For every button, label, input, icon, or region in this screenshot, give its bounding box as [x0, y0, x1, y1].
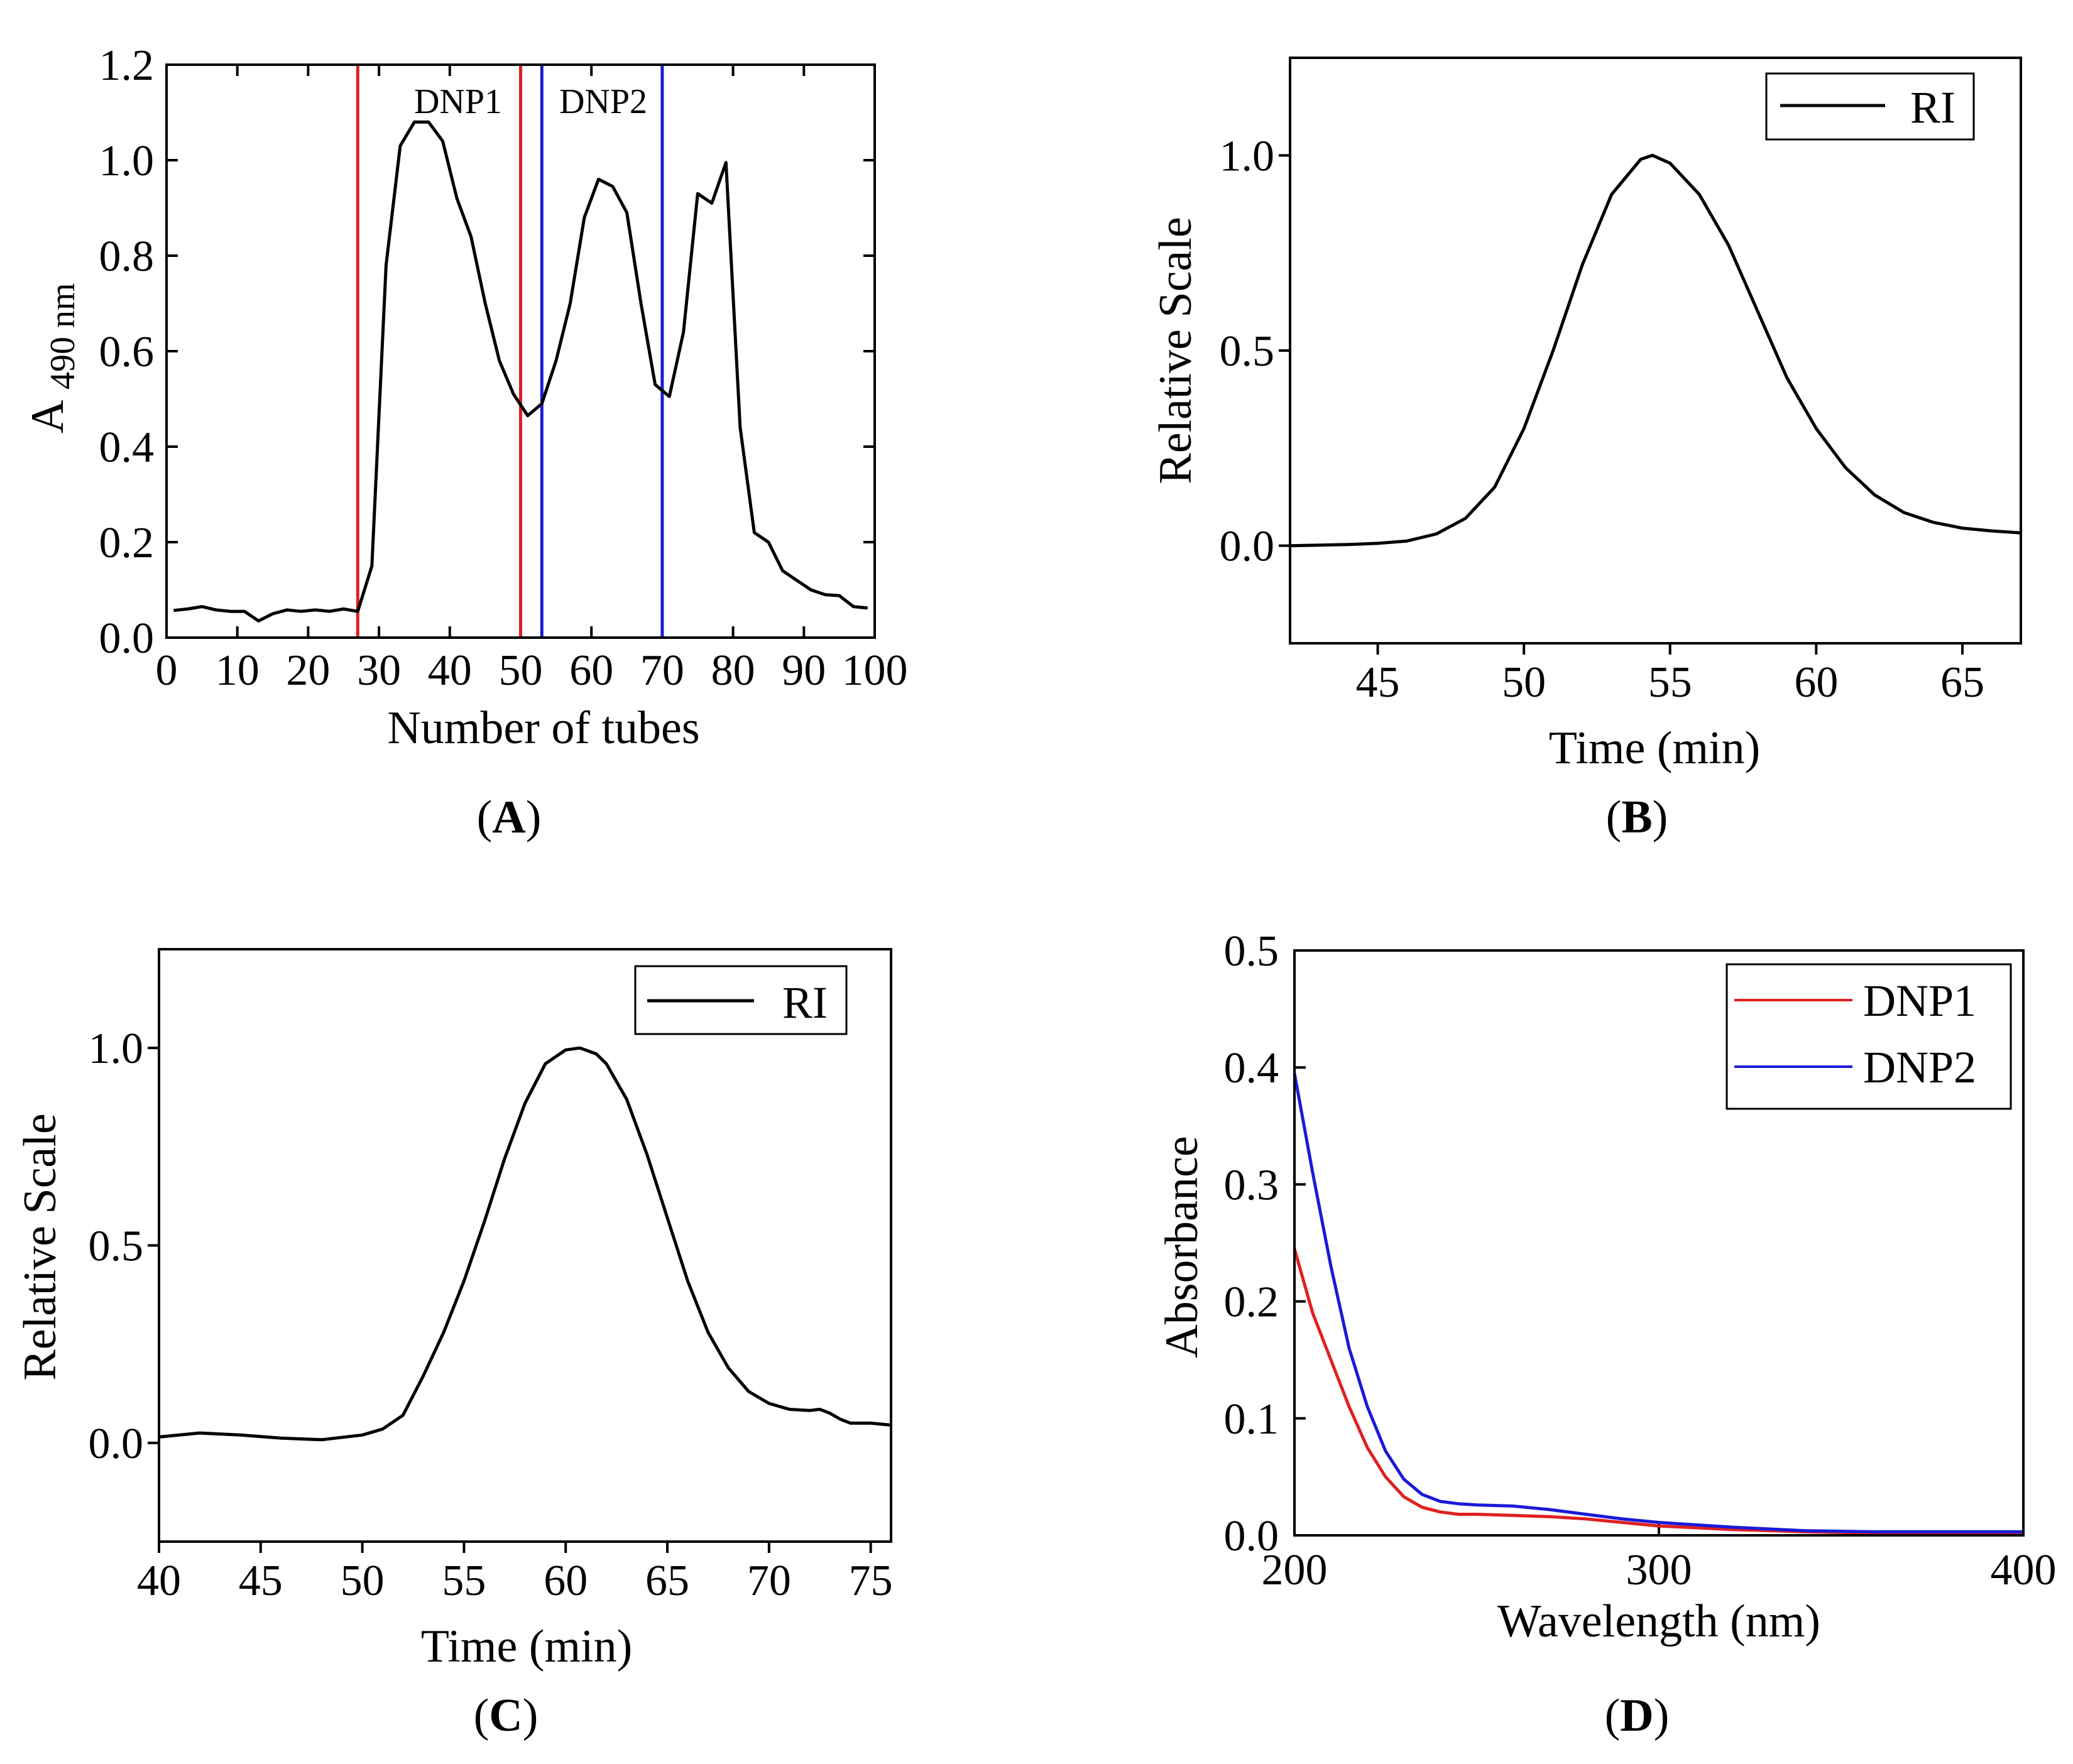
panel-a-y-tick-label: 1.0 — [99, 137, 155, 185]
panel-a-gridlines-ticks: 0 10 20 30 40 50 60 70 80 90 100 0.0 0.2 0.4 0.6 0.8 1.0… — [99, 41, 908, 695]
panel-a-caption: (A) — [477, 792, 542, 843]
panel-c-y-tick-label: 0.5 — [89, 1222, 144, 1271]
panel-a-x-tick-label: 100 — [842, 646, 908, 695]
panel-d-legend-box — [1726, 963, 2012, 1110]
panel-a-y-tick-label: 0.4 — [99, 423, 155, 472]
panel-a-x-tick-label: 70 — [640, 646, 684, 695]
panel-c-y-axis-label: Relative Scale — [14, 1113, 66, 1380]
panel-c-x-tick-label: 70 — [747, 1557, 791, 1605]
panel-c-legend-label-ri: RI — [782, 977, 828, 1028]
panel-c-legend: RI — [634, 965, 848, 1035]
panel-a-y-tick-label: 1.2 — [99, 41, 155, 90]
panel-b-x-tick-label: 60 — [1794, 658, 1838, 707]
panel-a-x-tick-label: 40 — [428, 646, 472, 695]
panel-c-x-tick-label: 40 — [137, 1557, 181, 1605]
panel-d-legend-label-dnp2: DNP2 — [1863, 1042, 1976, 1092]
panel-d-y-tick-label: 0.4 — [1224, 1044, 1279, 1092]
panel-d-y-tick-label: 0.0 — [1224, 1512, 1279, 1560]
panel-d-y-tick-label: 0.3 — [1224, 1161, 1279, 1209]
panel-d-caption-letter: D — [1620, 1690, 1653, 1741]
panel-a: 0 10 20 30 40 50 60 70 80 90 100 0.0 0.2 0.4 0.6 0.8 1.0… — [22, 41, 908, 843]
panel-c-series-ri — [158, 1046, 892, 1442]
panel-c-y-tick-label: 1.0 — [89, 1025, 144, 1073]
panel-c-x-tick-label: 60 — [544, 1557, 588, 1605]
panel-d-caption: (D) — [1605, 1690, 1670, 1741]
panel-a-x-tick-label: 50 — [499, 646, 543, 695]
panel-c-x-axis-label: Time (min) — [421, 1621, 632, 1672]
panel-d-y-axis-label: Absorbance — [1156, 1136, 1208, 1358]
panel-b-y-tick-label: 1.0 — [1220, 132, 1275, 180]
panel-d-series-dnp2 — [1293, 1073, 2023, 1533]
panel-d-series-dnp1 — [1293, 1248, 2023, 1535]
panel-a-x-tick-label: 0 — [156, 646, 178, 695]
panel-c-ticks: 40 45 50 55 60 65 70 75 0.0 0.5 1.0 — [89, 1025, 893, 1605]
panel-a-vlines — [356, 65, 664, 638]
panel-c-y-tick-label: 0.0 — [89, 1420, 144, 1468]
panel-a-y-tick-label: 0.0 — [99, 614, 155, 663]
panel-b-y-tick-label: 0.5 — [1220, 327, 1275, 376]
panel-a-caption-letter: A — [492, 792, 525, 843]
panel-d-x-tick-label: 200 — [1262, 1546, 1328, 1594]
panel-d-legend: DNP1 DNP2 — [1726, 963, 2012, 1110]
panel-c-series — [158, 1046, 892, 1442]
panel-d-x-axis-label: Wavelength (nm) — [1497, 1596, 1820, 1647]
panel-a-y-tick-label: 0.6 — [99, 328, 155, 376]
panel-c: 40 45 50 55 60 65 70 750.00.51.0 RI Time (min) … — [14, 948, 893, 1741]
panel-d-series — [1293, 1073, 2023, 1535]
panel-b-caption-letter: B — [1621, 792, 1652, 843]
panel-a-x-tick-label: 90 — [782, 646, 826, 695]
panel-d-y-tick-label: 0.5 — [1224, 927, 1279, 976]
panel-b-legend-label-ri: RI — [1910, 82, 1955, 133]
panel-a-series-a490 — [173, 120, 868, 623]
panel-d-ticks: 200 300 400 0.0 0.1 0.2 0.3 0.4 0.5 — [1224, 927, 2057, 1594]
panel-a-y-axis-label-subscript: 490 nm — [43, 283, 82, 389]
panel-b-legend: RI — [1765, 72, 1975, 141]
panel-b-x-axis-label: Time (min) — [1549, 722, 1760, 774]
panel-b-x-tick-label: 65 — [1940, 658, 1984, 707]
panel-c-x-tick-label: 75 — [849, 1557, 893, 1605]
panel-c-frame — [158, 948, 892, 1543]
panel-b-series-ri — [1289, 153, 2021, 548]
panel-b-x-tick-label: 50 — [1502, 658, 1546, 707]
panel-a-series — [173, 120, 868, 623]
panel-d-y-tick-label: 0.1 — [1224, 1395, 1279, 1444]
panel-b-y-axis-label: Relative Scale — [1150, 217, 1201, 484]
panel-a-annotation-dnp1: DNP1 — [414, 82, 502, 121]
panel-c-x-tick-label: 55 — [442, 1557, 486, 1605]
panel-d-x-tick-label: 300 — [1626, 1546, 1692, 1594]
panel-c-caption: (C) — [474, 1690, 539, 1741]
panel-a-y-tick-label: 0.2 — [99, 519, 155, 567]
panel-b: 45 50 55 60 65 0.0 0.5 1.0 RI Time (min) Relati… — [1150, 57, 2022, 843]
panel-d-frame — [1293, 949, 2025, 1537]
panel-a-x-tick-label: 80 — [711, 646, 755, 695]
panel-c-x-tick-label: 65 — [645, 1557, 689, 1605]
panel-d-y-tick-label: 0.2 — [1224, 1278, 1279, 1327]
panel-a-x-tick-label: 60 — [569, 646, 613, 695]
panel-c-caption-letter: C — [489, 1690, 522, 1741]
panel-a-x-tick-label: 10 — [216, 646, 260, 695]
panel-c-x-tick-label: 50 — [341, 1557, 385, 1605]
panel-a-y-axis-label-group: A 490 nm — [22, 283, 82, 433]
panel-a-y-tick-label: 0.8 — [99, 232, 155, 281]
panel-a-y-axis-label: A — [22, 400, 74, 433]
panel-b-y-tick-label: 0.0 — [1220, 523, 1275, 571]
panel-d-legend-label-dnp1: DNP1 — [1863, 976, 1976, 1026]
panel-b-x-tick-label: 45 — [1356, 658, 1400, 707]
panel-c-x-tick-label: 45 — [239, 1557, 283, 1605]
panel-b-x-tick-label: 55 — [1648, 658, 1692, 707]
panel-a-x-tick-label: 30 — [357, 646, 401, 695]
panel-a-x-axis-label: Number of tubes — [387, 702, 699, 754]
panel-a-x-tick-label: 20 — [286, 646, 330, 695]
panel-a-annotation-dnp2: DNP2 — [559, 82, 647, 121]
panel-b-caption: (B) — [1606, 792, 1668, 843]
panel-d: 200 300 400 0.0 0.1 0.2 0.3 0.4 0.5 DNP1 DNP2 Wa… — [1156, 927, 2057, 1741]
panel-b-ticks: 45 50 55 60 65 0.0 0.5 1.0 — [1220, 132, 1984, 707]
panel-d-x-tick-label: 400 — [1991, 1546, 2057, 1594]
panel-b-frame — [1289, 57, 2022, 645]
panel-b-series — [1289, 153, 2021, 548]
panel-a-frame — [165, 63, 876, 639]
